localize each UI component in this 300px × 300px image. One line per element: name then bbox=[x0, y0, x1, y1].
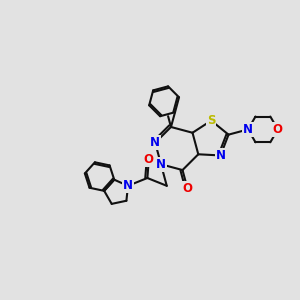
Text: N: N bbox=[123, 179, 133, 192]
Text: N: N bbox=[150, 136, 160, 149]
Text: S: S bbox=[207, 114, 215, 127]
Text: O: O bbox=[182, 182, 193, 195]
Text: N: N bbox=[243, 123, 253, 136]
Text: O: O bbox=[273, 123, 283, 136]
Text: O: O bbox=[144, 153, 154, 166]
Text: N: N bbox=[156, 158, 166, 171]
Text: N: N bbox=[215, 149, 226, 162]
